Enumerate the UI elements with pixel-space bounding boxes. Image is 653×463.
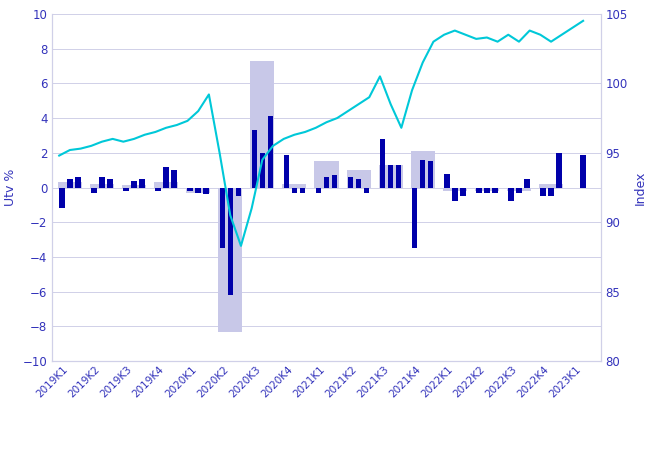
Bar <box>492 188 498 193</box>
Bar <box>484 188 490 193</box>
Bar <box>282 184 306 188</box>
Bar <box>508 188 514 201</box>
Bar <box>507 188 531 191</box>
Bar <box>549 188 554 196</box>
Bar <box>380 139 385 188</box>
Bar <box>59 188 65 208</box>
Bar <box>324 177 329 188</box>
Bar <box>524 179 530 188</box>
Bar <box>411 151 435 188</box>
Bar <box>283 155 289 188</box>
Bar <box>475 188 499 191</box>
Bar <box>163 167 169 188</box>
Bar <box>539 184 563 188</box>
Bar <box>315 162 338 188</box>
Bar <box>236 188 241 196</box>
Legend: Utv. mot föregående kvartal, Utv. mot föregående månad, Indexnivå: Utv. mot föregående kvartal, Utv. mot fö… <box>41 460 557 463</box>
Bar <box>99 177 104 188</box>
Bar <box>90 184 114 188</box>
Bar <box>171 170 177 188</box>
Bar <box>139 179 145 188</box>
Bar <box>452 188 458 201</box>
Bar <box>268 116 273 188</box>
Bar <box>388 165 393 188</box>
Bar <box>186 188 210 193</box>
Bar <box>218 188 242 332</box>
Bar <box>396 165 402 188</box>
Bar <box>364 188 370 193</box>
Bar <box>581 155 586 188</box>
Bar <box>154 182 178 188</box>
Bar <box>356 179 361 188</box>
Bar <box>420 160 426 188</box>
Bar <box>540 188 546 196</box>
Y-axis label: Utv %: Utv % <box>4 169 17 206</box>
Bar <box>251 130 257 188</box>
Bar <box>250 61 274 188</box>
Bar <box>67 179 72 188</box>
Bar <box>347 170 371 188</box>
Bar <box>204 188 209 194</box>
Bar <box>476 188 482 193</box>
Bar <box>379 165 403 188</box>
Bar <box>122 185 146 188</box>
Bar <box>107 179 113 188</box>
Y-axis label: Index: Index <box>633 170 646 205</box>
Bar <box>517 188 522 193</box>
Bar <box>227 188 233 295</box>
Bar <box>195 188 201 193</box>
Bar <box>316 188 321 193</box>
Bar <box>428 162 434 188</box>
Bar <box>444 174 449 188</box>
Bar <box>443 188 467 191</box>
Bar <box>219 188 225 248</box>
Bar <box>348 177 353 188</box>
Bar <box>332 175 337 188</box>
Bar <box>260 153 265 188</box>
Bar <box>460 188 466 196</box>
Bar <box>58 182 82 188</box>
Bar <box>300 188 305 193</box>
Bar <box>292 188 297 193</box>
Bar <box>75 177 80 188</box>
Bar <box>556 153 562 188</box>
Bar <box>123 188 129 191</box>
Bar <box>155 188 161 191</box>
Bar <box>131 181 136 188</box>
Bar <box>412 188 417 248</box>
Bar <box>187 188 193 191</box>
Bar <box>91 188 97 193</box>
